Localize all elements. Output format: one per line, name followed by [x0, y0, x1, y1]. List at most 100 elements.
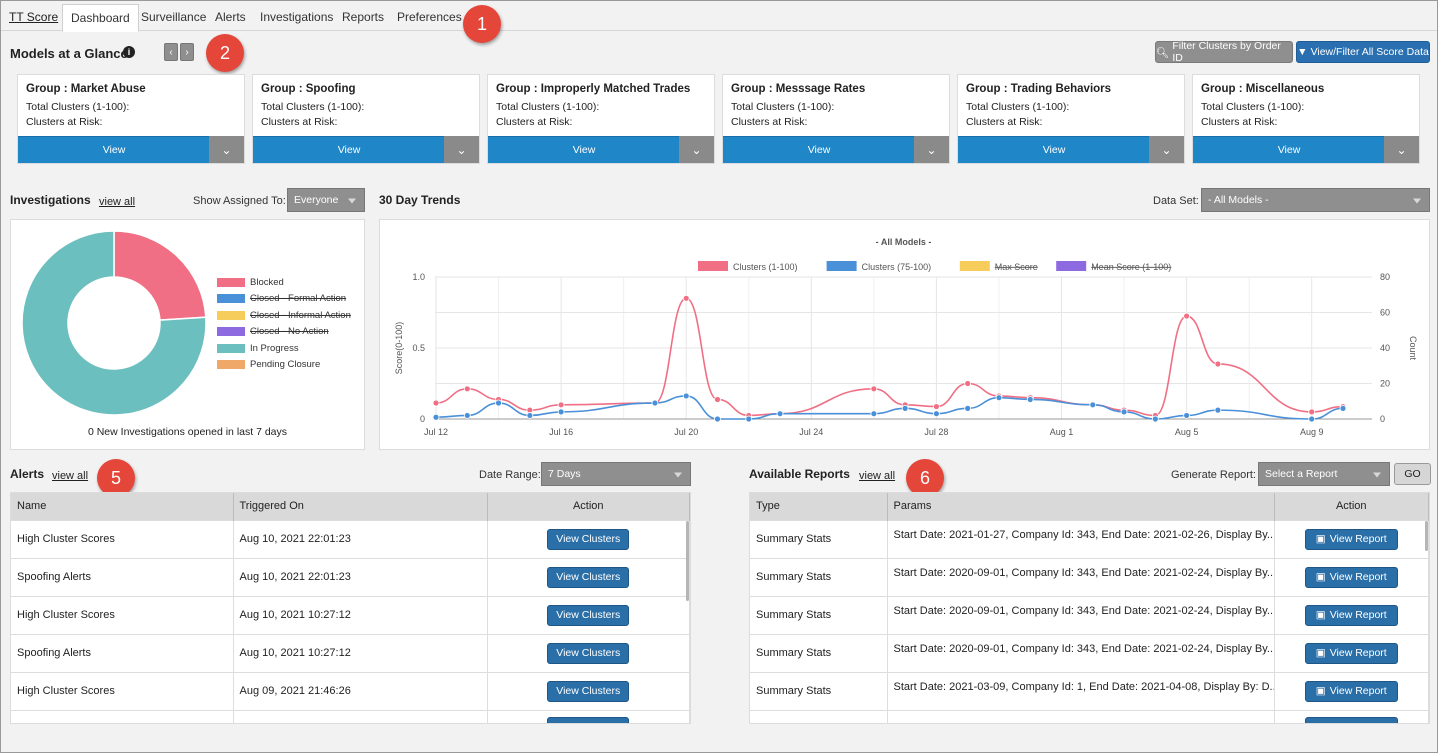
next-arrow-button[interactable]: ›: [180, 43, 194, 61]
view-clusters-button[interactable]: View Clusters: [547, 680, 630, 702]
view-report-label: View Report: [1329, 647, 1387, 659]
series-line-clusters-75-100-: [435, 395, 1344, 420]
reports-scrollbar[interactable]: [1425, 521, 1428, 551]
go-button[interactable]: GO: [1394, 463, 1431, 485]
view-filter-score-data-button[interactable]: ▼ View/Filter All Score Data: [1296, 41, 1430, 63]
filter-clusters-by-order-button[interactable]: 🔍︎ Filter Clusters by Order ID: [1155, 40, 1293, 64]
data-set-select[interactable]: - All Models -: [1201, 188, 1430, 212]
prev-arrow-button[interactable]: ‹: [164, 43, 178, 61]
date-range-select[interactable]: 7 Days: [541, 462, 691, 486]
brand-link[interactable]: TT Score: [9, 10, 59, 24]
assigned-to-select[interactable]: Everyone: [287, 188, 365, 212]
view-report-button[interactable]: ▣ View Report: [1304, 528, 1398, 550]
view-report-label: View Report: [1329, 571, 1387, 583]
chevron-down-icon[interactable]: ⌄: [914, 136, 949, 163]
view-clusters-button[interactable]: View Clusters: [547, 604, 630, 626]
caret-down-icon: [1413, 198, 1421, 204]
column-header-type[interactable]: Type: [750, 493, 888, 520]
data-point: [901, 404, 909, 412]
trends-panel: - All Models - Clusters (1-100) Clusters (…: [379, 219, 1430, 450]
table-row: Summary Stats Start Date: 2020-09-01, Co…: [750, 557, 1429, 596]
y2-axis-label: Count: [1408, 336, 1418, 361]
report-icon: ▣: [1315, 533, 1326, 545]
date-range-value: 7 Days: [548, 468, 581, 480]
clusters-at-risk-label: Clusters at Risk:: [26, 116, 103, 128]
legend-item[interactable]: Closed - Formal Action: [217, 291, 351, 308]
donut-slice-blocked: [113, 230, 207, 321]
alert-name: High Cluster Scores: [11, 519, 234, 558]
chart-legend-swatch: [1056, 261, 1087, 271]
data-point: [1339, 404, 1347, 412]
tab-investigations[interactable]: Investigations: [260, 10, 334, 24]
column-header-params[interactable]: Params: [887, 493, 1275, 520]
view-button[interactable]: View: [488, 136, 680, 163]
legend-item[interactable]: Blocked: [217, 274, 351, 291]
info-icon[interactable]: i: [123, 46, 135, 58]
table-row: Summary Stats Start Date: 2020-09-01, Co…: [750, 595, 1429, 634]
chevron-down-icon[interactable]: ⌄: [679, 136, 714, 163]
view-button[interactable]: View: [18, 136, 210, 163]
tab-alerts[interactable]: Alerts: [215, 10, 246, 24]
report-action-cell: [1274, 709, 1429, 723]
legend-label: Pending Closure: [250, 359, 321, 371]
annotation-marker-6: 6: [906, 459, 944, 497]
legend-item[interactable]: Closed - Informal Action: [217, 307, 351, 324]
view-clusters-button-partial[interactable]: [547, 717, 630, 723]
alerts-view-all-link[interactable]: view all: [52, 470, 89, 482]
show-assigned-label: Show Assigned To:: [193, 195, 286, 207]
view-button[interactable]: View: [958, 136, 1150, 163]
table-row: [750, 709, 1429, 723]
alert-name: High Cluster Scores: [11, 595, 234, 634]
report-icon: ▣: [1315, 647, 1326, 659]
legend-swatch: [217, 277, 245, 287]
view-report-button-partial[interactable]: [1304, 717, 1398, 723]
data-point: [682, 392, 690, 400]
view-button[interactable]: View: [723, 136, 915, 163]
column-header-name[interactable]: Name: [11, 493, 234, 520]
y2-tick-label: 20: [1380, 379, 1390, 389]
view-clusters-button[interactable]: View Clusters: [547, 528, 630, 550]
legend-item[interactable]: Pending Closure: [217, 357, 351, 374]
x-tick-label: Aug 9: [1300, 427, 1324, 437]
view-button[interactable]: View: [1193, 136, 1385, 163]
data-point: [1026, 396, 1034, 403]
tab-reports[interactable]: Reports: [342, 10, 385, 24]
chart-legend-label: Clusters (75-100): [862, 262, 932, 272]
view-report-button[interactable]: ▣ View Report: [1304, 604, 1398, 626]
reports-view-all-link[interactable]: view all: [859, 470, 896, 482]
report-params: Start Date: 2020-09-01, Company Id: 343,…: [887, 557, 1275, 596]
chevron-down-icon[interactable]: ⌄: [1384, 136, 1419, 163]
column-header-triggered-on[interactable]: Triggered On: [233, 493, 488, 520]
legend-label: Blocked: [250, 276, 284, 288]
investigations-legend: Blocked Closed - Formal Action Closed - In…: [217, 274, 351, 373]
alerts-scrollbar[interactable]: [686, 521, 689, 601]
chevron-down-icon[interactable]: ⌄: [1149, 136, 1184, 163]
view-button[interactable]: View: [253, 136, 445, 163]
data-point: [1183, 312, 1191, 320]
report-action-cell: ▣ View Report: [1274, 519, 1429, 558]
clusters-at-risk-label: Clusters at Risk:: [731, 116, 808, 128]
investigations-donut-chart: [21, 230, 207, 416]
caret-down-icon: [348, 198, 356, 204]
legend-item[interactable]: In Progress: [217, 340, 351, 357]
tab-preferences[interactable]: Preferences: [397, 10, 462, 24]
data-point: [432, 413, 440, 421]
legend-item[interactable]: Closed - No Action: [217, 324, 351, 341]
y-axis-label: Score(0-100): [394, 322, 404, 375]
view-clusters-button[interactable]: View Clusters: [547, 566, 630, 588]
investigations-view-all-link[interactable]: view all: [99, 196, 136, 208]
data-point: [870, 410, 878, 418]
chevron-down-icon[interactable]: ⌄: [209, 136, 244, 163]
view-report-button[interactable]: ▣ View Report: [1304, 642, 1398, 664]
y2-tick-label: 60: [1380, 308, 1390, 318]
generate-report-select[interactable]: Select a Report: [1258, 462, 1390, 486]
group-card-improperly-matched-trades: Group : Improperly Matched Trades Total …: [487, 74, 715, 164]
view-clusters-button[interactable]: View Clusters: [547, 642, 630, 664]
view-report-button[interactable]: ▣ View Report: [1304, 680, 1398, 702]
chevron-down-icon[interactable]: ⌄: [444, 136, 479, 163]
data-point: [964, 380, 972, 387]
table-row: High Cluster Scores Aug 10, 2021 10:27:1…: [11, 595, 690, 634]
tab-surveillance[interactable]: Surveillance: [141, 10, 207, 24]
view-report-button[interactable]: ▣ View Report: [1304, 566, 1398, 588]
tab-dashboard[interactable]: Dashboard: [62, 4, 139, 32]
